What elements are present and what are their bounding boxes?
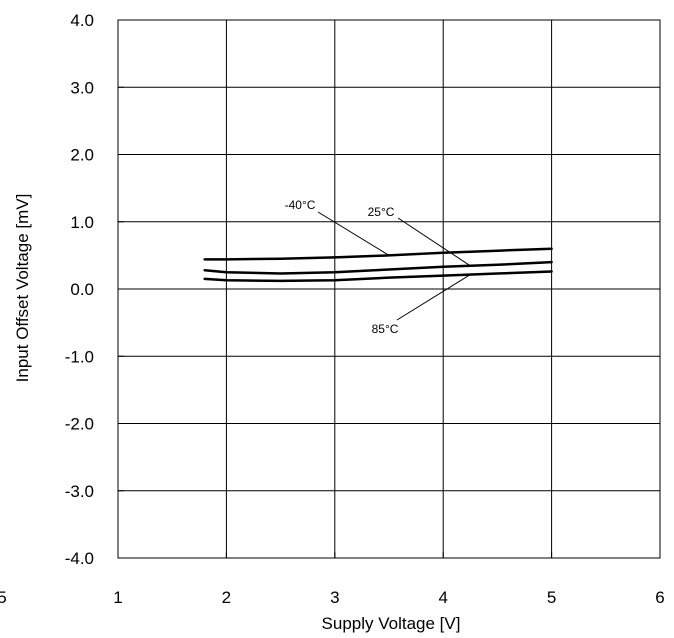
annotation-label: 25°C	[368, 205, 395, 219]
x-axis-label: Supply Voltage [V]	[322, 614, 461, 633]
x-tick-label: 3	[330, 588, 339, 607]
y-tick-label: 3.0	[70, 78, 94, 97]
y-axis-label: Input Offset Voltage [mV]	[13, 194, 32, 383]
annotation-leader-line	[396, 274, 471, 321]
y-tick-label: 1.0	[70, 213, 94, 232]
annotation-label: 85°C	[372, 322, 399, 336]
x-tick-label: 6	[655, 588, 664, 607]
series-lines	[203, 247, 553, 283]
x-axis-tick-labels: 1 2 3 4 5 6	[113, 588, 664, 607]
y-axis-tick-labels: -4.0 -3.0 -2.0 -1.0 0.0 1.0 2.0 3.0 4.0	[65, 11, 94, 568]
y-tick-label: 0.0	[70, 280, 94, 299]
annotation-leader-line	[317, 211, 390, 256]
annotation-leader-line	[397, 217, 471, 267]
annotation-label: -40°C	[285, 198, 316, 212]
x-tick-label: 1	[113, 588, 122, 607]
series-line	[203, 270, 553, 283]
series-line	[203, 247, 553, 261]
plot-area-frame	[117, 19, 661, 559]
annotations: -40°C 25°C 85°C	[285, 198, 471, 336]
y-tick-label: -4.0	[65, 549, 94, 568]
stray-tick-label: 5	[0, 588, 7, 607]
y-tick-label: 2.0	[70, 146, 94, 165]
y-tick-label: -2.0	[65, 415, 94, 434]
x-tick-label: 2	[222, 588, 231, 607]
x-tick-label: 4	[438, 588, 447, 607]
x-tick-label: 5	[547, 588, 556, 607]
y-tick-label: -3.0	[65, 482, 94, 501]
y-tick-label: -1.0	[65, 347, 94, 366]
series-line	[203, 260, 553, 275]
y-tick-label: 4.0	[70, 11, 94, 30]
grid-lines	[117, 19, 661, 559]
